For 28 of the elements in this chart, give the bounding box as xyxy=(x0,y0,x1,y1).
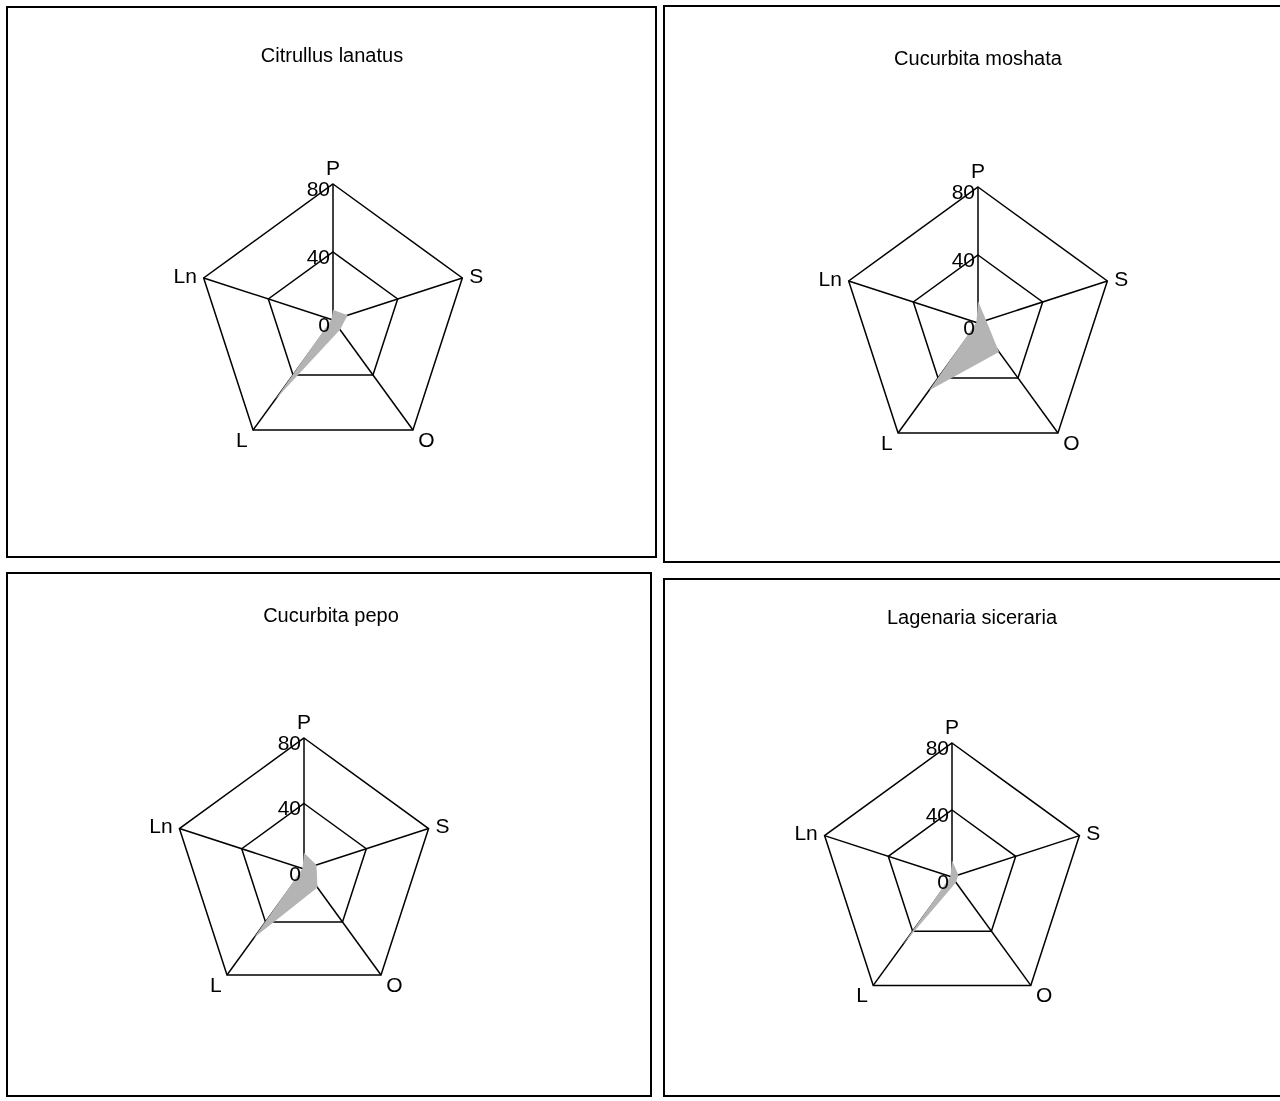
y-tick-label: 40 xyxy=(277,796,301,820)
spoke-label: L xyxy=(881,431,893,455)
chart-title: Cucurbita pepo xyxy=(262,603,400,627)
spoke-label: L xyxy=(236,428,248,452)
spoke-label: O xyxy=(1063,431,1080,455)
y-tick-label: 40 xyxy=(306,244,330,268)
spoke-label: S xyxy=(1086,821,1101,845)
spoke-label: O xyxy=(418,428,435,452)
spoke-label: Ln xyxy=(173,263,197,287)
spoke-label: O xyxy=(1036,983,1053,1007)
spoke-label: S xyxy=(1114,266,1129,290)
chart-title: Lagenaria siceraria xyxy=(885,605,1059,629)
chart-title: Citrullus lanatus xyxy=(259,43,405,67)
spoke-label: S xyxy=(469,263,484,287)
y-tick-label: 0 xyxy=(289,861,301,885)
y-tick-label: 0 xyxy=(963,315,975,339)
y-tick-label: 0 xyxy=(318,312,330,336)
y-tick-label: 40 xyxy=(951,247,975,271)
spoke-label: L xyxy=(209,973,222,997)
chart-title: Cucurbita moshata xyxy=(893,46,1063,70)
y-tick-label: 0 xyxy=(937,869,949,893)
spoke-label: S xyxy=(435,814,450,838)
spoke-label: O xyxy=(386,973,403,997)
spoke-label: Ln xyxy=(818,266,842,290)
spoke-label: L xyxy=(856,983,868,1007)
spoke-label: Ln xyxy=(149,814,173,838)
y-tick-label: 40 xyxy=(925,802,949,826)
spoke-label: Ln xyxy=(794,821,818,845)
